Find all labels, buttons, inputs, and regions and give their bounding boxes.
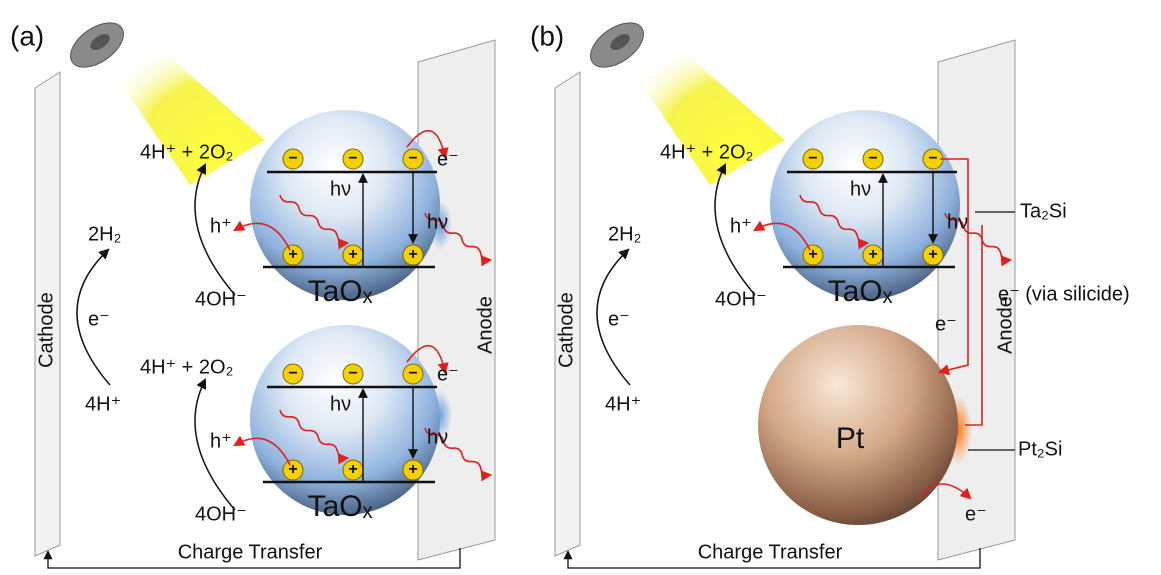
cathode-label: Cathode xyxy=(555,292,577,368)
hole-label: h⁺ xyxy=(730,215,752,237)
silicide-transfer-label: e⁻ (via silicide) xyxy=(998,283,1130,305)
anode-label: Anode xyxy=(474,296,496,354)
cathode-reactant: 4H⁺ xyxy=(85,393,121,415)
figure: (a) Cathode Anode 2H₂ e⁻ 4H⁺ Charge Transfer − +… xyxy=(0,0,1161,575)
particle-label: TaOₓ xyxy=(828,275,893,308)
minus-sign: − xyxy=(868,150,877,167)
particle-label: TaOₓ xyxy=(308,275,373,308)
pt2si-label: Pt₂Si xyxy=(1018,438,1062,460)
hydroxide-label: 4OH⁻ xyxy=(195,288,247,310)
particle-label: TaOₓ xyxy=(308,490,373,523)
cathode-product: 2H₂ xyxy=(88,223,121,245)
hole-label: h⁺ xyxy=(210,215,232,237)
cathode-electron: e⁻ xyxy=(88,308,110,330)
plus-sign: + xyxy=(348,246,357,263)
charge-transfer-label: Charge Transfer xyxy=(698,541,843,563)
minus-sign: − xyxy=(408,150,417,167)
plus-sign: + xyxy=(408,246,417,263)
minus-sign: − xyxy=(808,150,817,167)
photon-label: hν xyxy=(427,211,448,233)
panel-label: (a) xyxy=(10,20,44,51)
hydroxide-label: 4OH⁻ xyxy=(195,503,247,525)
minus-sign: − xyxy=(928,150,937,167)
minus-sign: − xyxy=(288,365,297,382)
photon-label: hν xyxy=(427,426,448,448)
plus-sign: + xyxy=(928,246,937,263)
photon-label: hν xyxy=(850,178,871,200)
ta2si-label: Ta₂Si xyxy=(1020,200,1067,222)
photon-label: hν xyxy=(947,211,968,233)
electron-label: e⁻ xyxy=(437,363,459,385)
transfer-electron-label: e⁻ xyxy=(935,313,957,335)
oxidation-product: 4H⁺ + 2O₂ xyxy=(140,141,233,163)
taox-sphere xyxy=(770,110,960,300)
plus-sign: + xyxy=(868,246,877,263)
taox-sphere xyxy=(250,110,440,300)
charge-transfer-label: Charge Transfer xyxy=(178,541,323,563)
cathode-electron: e⁻ xyxy=(608,308,630,330)
hydroxide-label: 4OH⁻ xyxy=(715,288,767,310)
plus-sign: + xyxy=(408,461,417,478)
cathode-label: Cathode xyxy=(35,292,57,368)
photon-label: hν xyxy=(330,178,351,200)
pt-electron-label: e⁻ xyxy=(965,503,987,525)
oxidation-product: 4H⁺ + 2O₂ xyxy=(140,356,233,378)
pt-label: Pt xyxy=(836,422,865,455)
photon-label: hν xyxy=(330,393,351,415)
minus-sign: − xyxy=(288,150,297,167)
plus-sign: + xyxy=(348,461,357,478)
cathode-reactant: 4H⁺ xyxy=(605,393,641,415)
minus-sign: − xyxy=(348,150,357,167)
cathode-product: 2H₂ xyxy=(608,223,641,245)
hole-label: h⁺ xyxy=(210,430,232,452)
oxidation-product: 4H⁺ + 2O₂ xyxy=(660,141,753,163)
electron-label: e⁻ xyxy=(437,148,459,170)
panel-label: (b) xyxy=(530,20,564,51)
minus-sign: − xyxy=(348,365,357,382)
taox-sphere xyxy=(250,325,440,515)
minus-sign: − xyxy=(408,365,417,382)
